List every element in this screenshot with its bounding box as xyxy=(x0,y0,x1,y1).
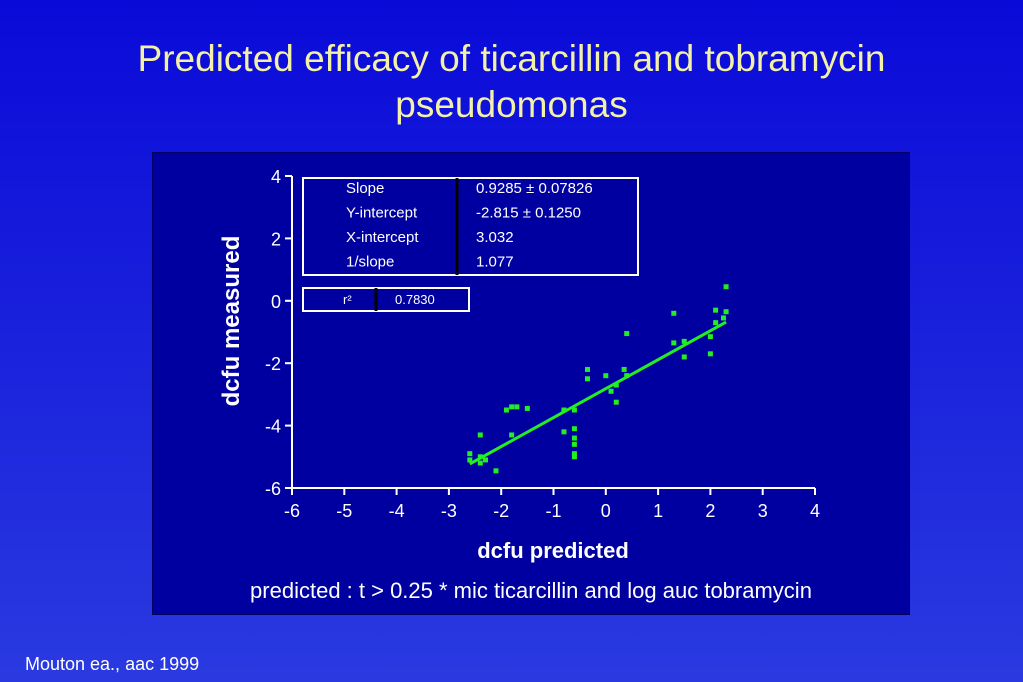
slide-title: Predicted efficacy of ticarcillin and to… xyxy=(0,36,1023,128)
data-point xyxy=(477,432,483,438)
data-point xyxy=(707,334,713,340)
stats-label: Slope xyxy=(346,180,384,197)
x-tick-label: 0 xyxy=(601,501,611,521)
data-point xyxy=(477,454,483,460)
fit-line-group xyxy=(469,320,727,466)
data-point xyxy=(467,457,473,463)
y-tick-label: -4 xyxy=(265,417,281,437)
y-axis-label: dcfu measured xyxy=(218,236,245,407)
x-tick-label: 4 xyxy=(810,501,820,521)
data-point xyxy=(713,307,719,313)
x-axis-label: dcfu predicted xyxy=(477,538,629,563)
data-point xyxy=(671,340,677,346)
y-tick-label: 0 xyxy=(271,292,281,312)
data-point xyxy=(571,454,577,460)
data-point xyxy=(571,426,577,432)
data-point xyxy=(571,407,577,413)
stats-value: -2.815 ± 0.1250 xyxy=(476,205,581,222)
data-point xyxy=(584,376,590,382)
data-points xyxy=(467,284,729,474)
data-point xyxy=(723,284,729,290)
data-point xyxy=(671,310,677,316)
x-tick-label: 3 xyxy=(758,501,768,521)
data-point xyxy=(723,309,729,315)
data-point xyxy=(483,457,489,463)
chart-caption: predicted : t > 0.25 * mic ticarcillin a… xyxy=(250,578,812,603)
data-point xyxy=(621,366,627,372)
x-tick-label: 2 xyxy=(705,501,715,521)
data-point xyxy=(571,451,577,457)
stats-box-frame xyxy=(302,177,639,276)
data-point xyxy=(493,468,499,474)
x-tick-label: -4 xyxy=(389,501,405,521)
data-point xyxy=(524,405,530,411)
data-point xyxy=(613,399,619,405)
title-line-2: pseudomonas xyxy=(395,84,628,125)
stats-value: 1.077 xyxy=(476,254,514,271)
data-point xyxy=(624,373,630,379)
y-tick-label: -6 xyxy=(265,479,281,499)
x-tick-label: -5 xyxy=(336,501,352,521)
x-tick-label: 1 xyxy=(653,501,663,521)
data-point xyxy=(514,404,520,410)
y-tick-label: 4 xyxy=(271,167,281,187)
r2-label: r² xyxy=(343,292,352,307)
stats-label: X-intercept xyxy=(346,229,419,246)
data-point xyxy=(503,407,509,413)
chart-panel: -6 -5 -4 -3 -2 -1 0 1 2 3 4 4 2 0 -2 -4 -6 dcfu predicte… xyxy=(152,152,910,615)
y-tick-label: 2 xyxy=(271,229,281,249)
data-point xyxy=(707,351,713,357)
stats-label: Y-intercept xyxy=(346,205,418,222)
axes xyxy=(291,176,815,489)
x-tick-label: -1 xyxy=(545,501,561,521)
data-point xyxy=(571,435,577,441)
data-point xyxy=(603,373,609,379)
x-tick-label: -2 xyxy=(493,501,509,521)
scatter-chart: -6 -5 -4 -3 -2 -1 0 1 2 3 4 4 2 0 -2 -4 -6 dcfu predicte… xyxy=(218,167,820,563)
stats-value: 0.9285 ± 0.07826 xyxy=(476,180,593,197)
ticks: -6 -5 -4 -3 -2 -1 0 1 2 3 4 4 2 0 -2 -4 -6 xyxy=(265,167,820,521)
data-point xyxy=(571,441,577,447)
x-tick-label: -6 xyxy=(284,501,300,521)
data-point xyxy=(613,382,619,388)
data-point xyxy=(720,315,726,321)
data-point xyxy=(509,432,515,438)
data-point xyxy=(561,407,567,413)
data-point xyxy=(608,388,614,394)
y-tick-label: -2 xyxy=(265,354,281,374)
regression-line xyxy=(469,320,727,466)
data-point xyxy=(584,366,590,372)
data-point xyxy=(713,320,719,326)
title-line-1: Predicted efficacy of ticarcillin and to… xyxy=(137,38,886,79)
r2-box-frame xyxy=(302,287,470,312)
data-point xyxy=(624,331,630,337)
r2-value: 0.7830 xyxy=(395,292,435,307)
data-point xyxy=(467,451,473,457)
data-point xyxy=(681,338,687,344)
data-point xyxy=(509,404,515,410)
data-point xyxy=(561,429,567,435)
data-point xyxy=(477,460,483,466)
r2-box: r² 0.7830 xyxy=(302,287,470,312)
stats-label: 1/slope xyxy=(346,254,394,271)
stats-box: Slope 0.9285 ± 0.07826 Y-intercept -2.815 ±… xyxy=(302,177,639,276)
data-point xyxy=(681,354,687,360)
x-tick-label: -3 xyxy=(441,501,457,521)
citation: Mouton ea., aac 1999 xyxy=(25,654,200,674)
stats-value: 3.032 xyxy=(476,229,514,246)
